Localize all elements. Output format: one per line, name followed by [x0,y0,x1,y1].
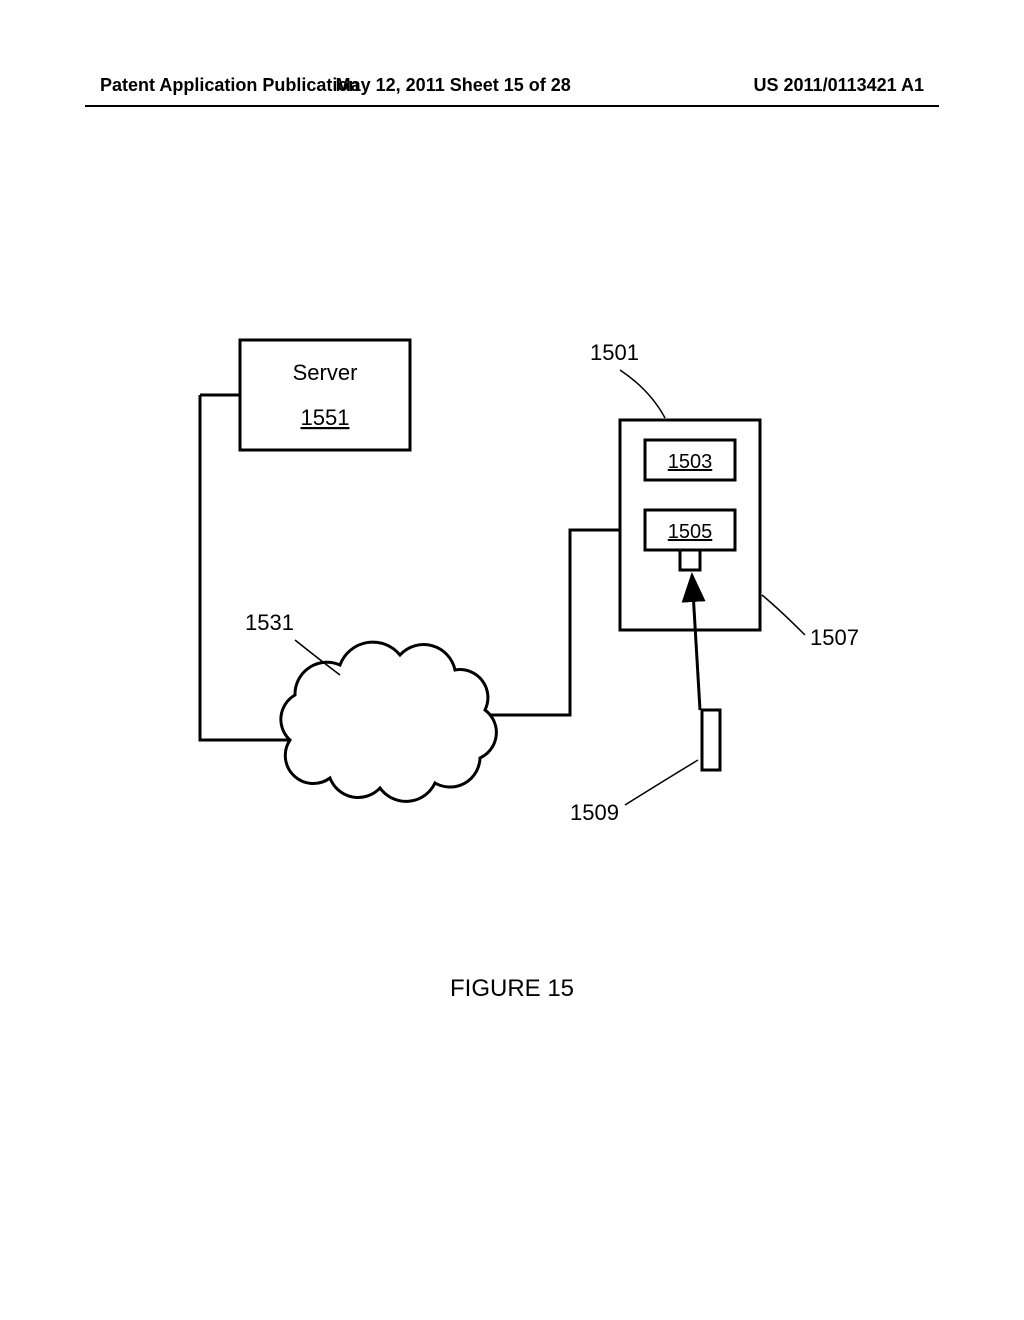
server-box [240,340,410,450]
server-ref: 1551 [301,405,350,430]
ref-1505: 1505 [668,521,713,543]
header-right: US 2011/0113421 A1 [754,75,924,96]
label-1509: 1509 [570,800,619,825]
cloud-to-device-line [490,530,620,715]
page-root: Patent Application Publication May 12, 2… [0,0,1024,1320]
cloud-shape [281,642,496,801]
page-header: Patent Application Publication May 12, 2… [100,75,924,96]
label-1531: 1531 [245,610,294,635]
leader-1501 [620,370,665,418]
server-to-cloud-line [200,395,290,740]
cable-plug [702,710,720,770]
figure-caption: FIGURE 15 [0,975,1024,1003]
server-label: Server [293,360,358,385]
leader-1507 [762,595,805,635]
header-rule [85,105,939,107]
ref-1503: 1503 [668,451,713,473]
header-center: May 12, 2011 Sheet 15 of 28 [336,75,571,96]
diagram-svg: Server 1551 1503 1505 1501 1507 1509 [0,140,1024,940]
header-left: Patent Application Publication [100,75,359,96]
port-box [680,550,700,570]
label-1501: 1501 [590,340,639,365]
cable-arrow [692,575,700,710]
leader-1509 [625,760,698,805]
label-1507: 1507 [810,625,859,650]
